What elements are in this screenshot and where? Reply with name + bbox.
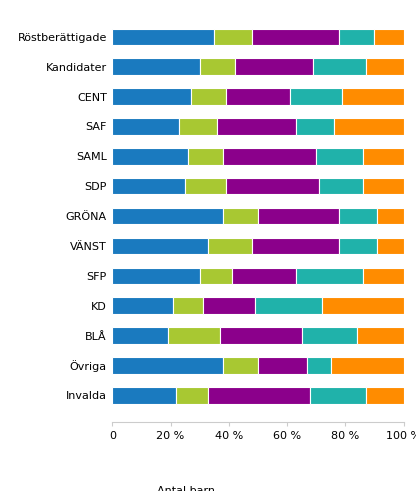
Bar: [339, 238, 377, 254]
Bar: [223, 148, 316, 164]
Bar: [173, 298, 203, 314]
Bar: [331, 357, 404, 374]
Bar: [208, 238, 252, 254]
Bar: [252, 28, 339, 45]
Bar: [112, 148, 188, 164]
Bar: [226, 178, 319, 194]
Bar: [203, 298, 255, 314]
Bar: [366, 387, 404, 404]
Bar: [258, 208, 339, 224]
Bar: [112, 298, 173, 314]
Bar: [112, 28, 214, 45]
Bar: [232, 268, 296, 284]
Bar: [363, 268, 404, 284]
Bar: [377, 208, 404, 224]
Bar: [310, 387, 366, 404]
Bar: [214, 28, 252, 45]
Bar: [339, 208, 377, 224]
Bar: [168, 327, 220, 344]
Bar: [290, 88, 342, 105]
Bar: [296, 118, 334, 135]
Bar: [220, 327, 302, 344]
Bar: [112, 58, 200, 75]
Bar: [319, 178, 363, 194]
Bar: [363, 148, 404, 164]
Bar: [339, 28, 374, 45]
Bar: [357, 327, 404, 344]
Bar: [235, 58, 313, 75]
Bar: [112, 118, 179, 135]
Bar: [296, 268, 363, 284]
Bar: [226, 88, 290, 105]
Bar: [223, 357, 258, 374]
Bar: [255, 298, 322, 314]
Bar: [334, 118, 404, 135]
Bar: [208, 387, 310, 404]
Bar: [188, 148, 223, 164]
Bar: [316, 148, 363, 164]
Bar: [302, 327, 357, 344]
Bar: [200, 58, 235, 75]
Bar: [191, 88, 226, 105]
Legend: 0, 1, 2, 3, 4+: 0, 1, 2, 3, 4+: [112, 482, 260, 491]
Bar: [223, 208, 258, 224]
Bar: [377, 238, 404, 254]
Bar: [366, 58, 404, 75]
Bar: [200, 268, 232, 284]
Bar: [112, 387, 176, 404]
Bar: [112, 238, 208, 254]
Bar: [112, 327, 168, 344]
Bar: [112, 268, 200, 284]
Bar: [112, 208, 223, 224]
Bar: [252, 238, 339, 254]
Bar: [179, 118, 217, 135]
Bar: [363, 178, 404, 194]
Bar: [185, 178, 226, 194]
Bar: [313, 58, 366, 75]
Bar: [112, 178, 185, 194]
Bar: [374, 28, 404, 45]
Bar: [322, 298, 404, 314]
Bar: [307, 357, 331, 374]
Bar: [112, 357, 223, 374]
Bar: [342, 88, 404, 105]
Bar: [112, 88, 191, 105]
Bar: [176, 387, 208, 404]
Bar: [258, 357, 307, 374]
Bar: [217, 118, 296, 135]
